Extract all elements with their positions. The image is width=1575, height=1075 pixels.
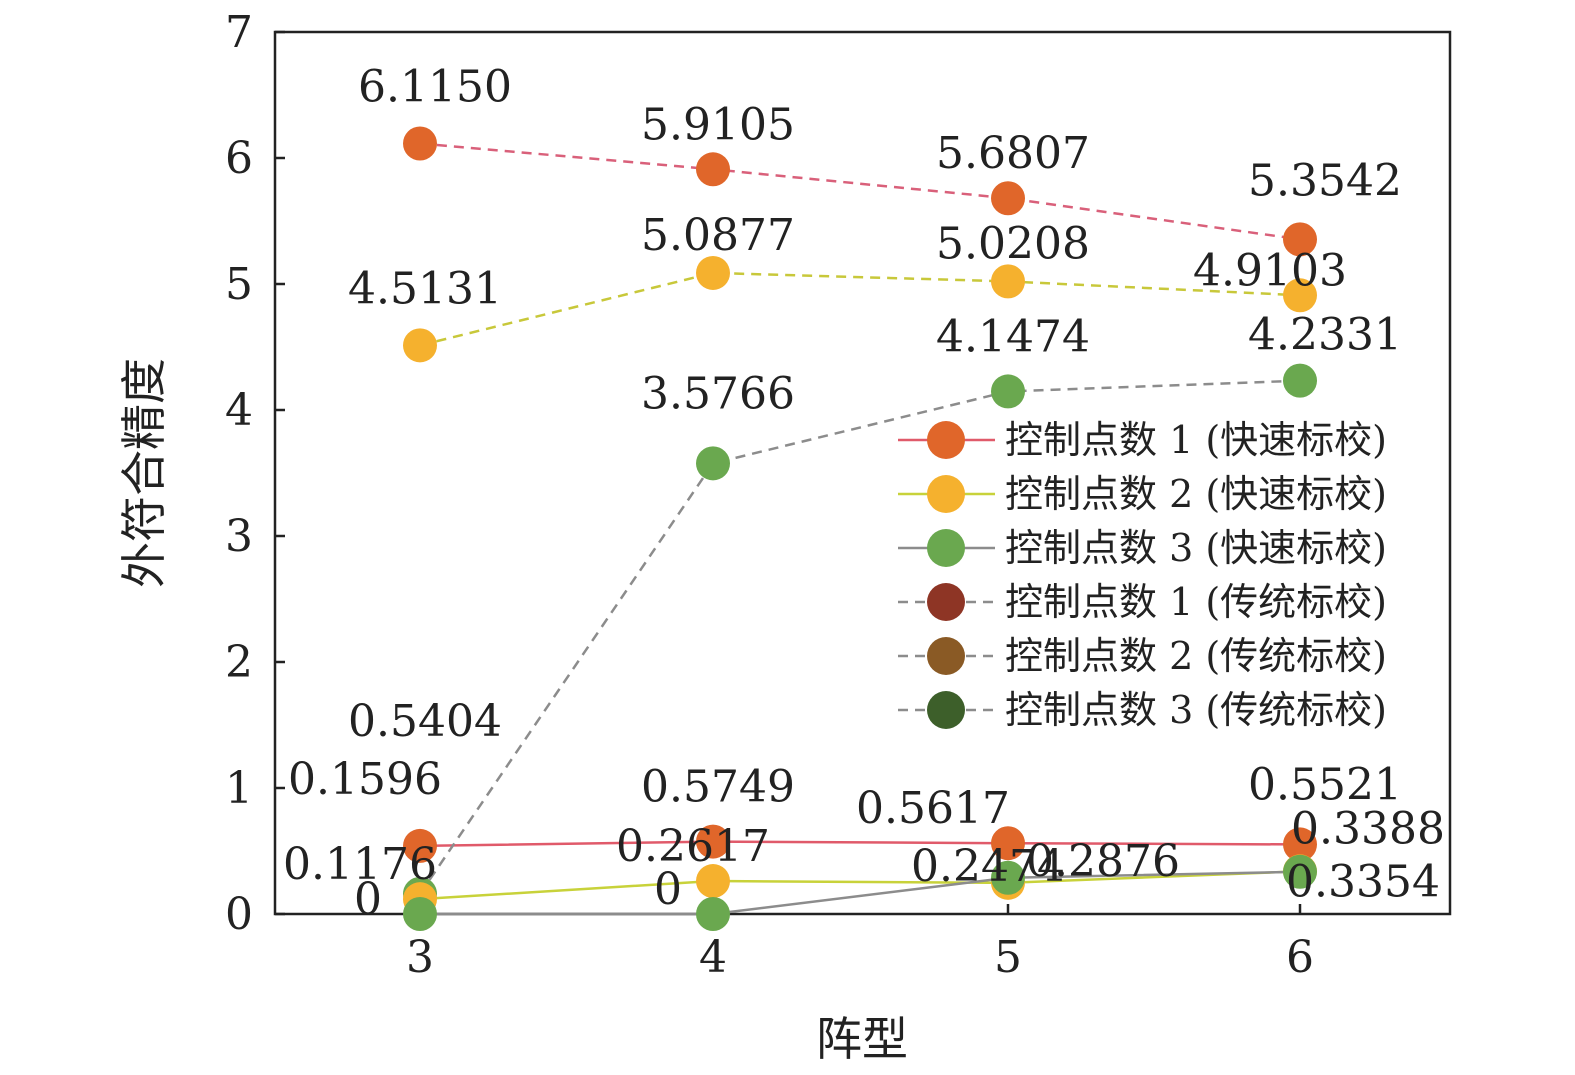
legend-label: 控制点数 2 (快速标校) [1005,472,1387,516]
data-label: 0.3354 [1286,857,1440,908]
data-label: 0.2876 [1026,836,1180,887]
data-point [991,374,1025,409]
y-tick-label: 1 [225,763,253,814]
data-point [696,897,730,931]
data-label: 5.6807 [936,128,1090,179]
data-label: 5.9105 [641,99,795,150]
y-tick-label: 2 [225,637,253,688]
series-line [418,379,1301,895]
legend-marker [927,691,965,729]
y-tick-label: 7 [225,7,253,58]
data-label: 0.2617 [616,821,770,872]
data-point [696,824,730,859]
data-label: 3.5766 [641,368,795,419]
legend-label: 控制点数 1 (快速标校) [1005,418,1387,462]
y-tick-label: 5 [225,259,253,310]
data-label: 0.2474 [911,841,1065,892]
y-tick-label: 6 [225,133,253,184]
data-label: 0.1176 [283,839,437,890]
y-tick-label: 3 [225,511,253,562]
legend-label: 控制点数 3 (传统标校) [1005,688,1387,732]
data-label: 4.9103 [1193,245,1347,296]
data-label: 0.5749 [641,762,795,813]
y-axis-title: 外符合精度 [117,358,171,588]
series-line [419,870,1301,901]
data-point [1283,363,1317,398]
data-point [1283,278,1317,313]
series-line [419,840,1301,848]
data-label: 0.5404 [348,696,502,747]
data-point [991,264,1025,299]
series-line [419,271,1301,347]
data-point [403,126,437,161]
y-tick-label: 0 [225,889,253,940]
series-line [420,870,1301,916]
legend-label: 控制点数 2 (传统标校) [1005,634,1387,678]
data-label: 0.5521 [1248,759,1402,810]
legend-marker [927,475,965,513]
data-label: 0.1596 [288,754,442,805]
data-point [696,152,730,187]
legend-marker [927,637,965,675]
data-point [991,860,1025,895]
x-tick-label: 5 [994,932,1022,983]
x-axis-title: 阵型 [816,1012,908,1066]
data-point [403,328,437,363]
data-point [403,828,437,863]
series-line [419,142,1301,241]
data-label: 5.3542 [1248,155,1402,206]
legend-marker [927,583,965,621]
data-label: 4.1474 [936,311,1090,362]
data-point [403,897,437,931]
data-label: 0.3388 [1291,803,1445,854]
data-label: 4.5131 [348,263,502,314]
legend-label: 控制点数 1 (传统标校) [1005,580,1387,624]
data-label: 6.1150 [358,62,512,113]
legend-label: 控制点数 3 (快速标校) [1005,526,1387,570]
data-label: 0 [654,864,682,915]
legend-marker [927,421,965,459]
data-label: 0 [354,874,382,925]
data-point [696,255,730,290]
data-point [991,826,1025,861]
x-tick-label: 6 [1286,932,1314,983]
x-tick-label: 3 [406,932,434,983]
y-tick-label: 4 [225,385,253,436]
data-label: 4.2331 [1248,310,1402,361]
x-tick-label: 4 [699,932,727,983]
data-point [1283,854,1317,889]
legend-marker [927,529,965,567]
data-label: 5.0877 [641,210,795,261]
plot-frame [273,30,1452,916]
data-point [1283,827,1317,862]
data-point [991,181,1025,216]
data-point [696,864,730,899]
data-point [696,446,730,481]
data-point [1283,222,1317,257]
data-label: 0.5617 [856,783,1010,834]
data-label: 5.0208 [936,218,1090,269]
